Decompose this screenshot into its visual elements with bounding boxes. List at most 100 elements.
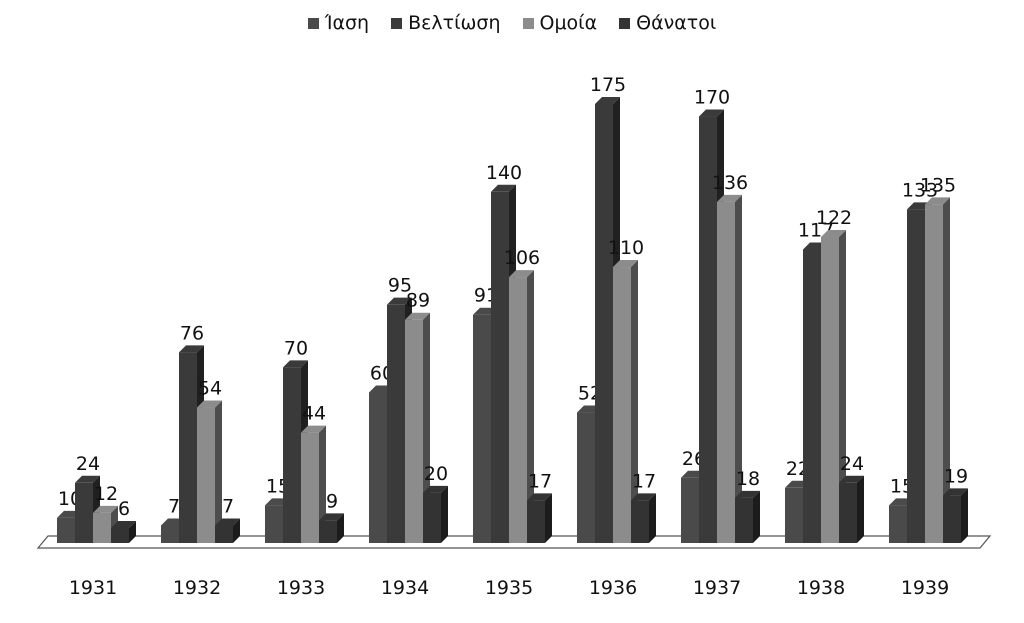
bar [681,477,699,543]
data-label: 9 [326,490,338,512]
bar [319,520,337,543]
data-label: 175 [590,74,626,96]
bar [577,412,595,543]
bar-top [405,312,430,320]
bar [839,482,857,543]
bar [821,236,839,543]
bar [111,527,129,543]
bar-side [423,312,430,543]
bar [179,352,197,543]
bar [735,497,753,543]
legend-swatch-thanatoi [619,17,631,29]
data-label: 12 [94,483,118,505]
bar [595,104,613,543]
legend-label-thanatoi: Θάνατοι [636,12,717,34]
data-label: 44 [302,403,326,425]
bar [265,505,283,543]
legend-item-veltiosi: Βελτίωση [391,12,501,34]
bar-side [527,270,534,543]
bar-top [423,485,448,493]
bar [161,525,179,543]
data-label: 95 [388,275,412,297]
bar [405,319,423,543]
bar-side [233,518,240,543]
bar-top [319,513,344,521]
bar-top [301,425,326,433]
data-label: 17 [632,470,656,492]
bar-top [925,197,950,205]
bar-top [699,109,724,117]
legend-label-iasi: Ίαση [324,12,370,34]
data-label: 20 [424,463,448,485]
x-tick-label: 1938 [797,577,845,599]
bar [907,209,925,544]
legend-item-omoia: Ομοία [522,12,598,34]
bar [75,482,93,543]
bar [785,487,803,543]
data-label: 70 [284,337,308,359]
data-label: 7 [222,495,234,517]
bar [717,201,735,543]
legend-swatch-iasi [307,17,319,29]
bar [423,492,441,543]
bar [491,191,509,544]
bar-side [129,520,136,543]
x-tick-label: 1934 [381,577,429,599]
legend-item-iasi: Ίαση [307,12,370,34]
bar [527,500,545,543]
x-tick-label: 1932 [173,577,221,599]
bar-top [387,297,412,305]
bar-side [631,260,638,543]
bar [613,267,631,543]
bar [509,277,527,543]
data-label: 135 [920,174,956,196]
legend-label-veltiosi: Βελτίωση [408,12,501,34]
data-label: 24 [76,453,100,475]
bar [215,525,233,543]
bar [387,304,405,543]
data-label: 24 [840,453,864,475]
bar [699,116,717,544]
bar [369,392,387,543]
x-tick-label: 1933 [277,577,325,599]
bar [803,249,821,544]
bar-top [735,490,760,498]
bar-top [283,360,308,368]
data-label: 17 [528,470,552,492]
bar-top [179,345,204,353]
bar [473,314,491,543]
data-label: 133 [902,179,938,201]
bar-top [93,505,118,513]
bar-side [545,493,552,543]
bar-side [215,400,222,543]
bar-side [839,229,846,543]
bar-top [527,493,552,501]
bar-side [441,485,448,543]
bar [197,407,215,543]
data-label: 76 [180,322,204,344]
bar-top [509,270,534,278]
data-label: 6 [118,498,130,520]
data-label: 18 [736,468,760,490]
bar-top [613,260,638,268]
bar-side [649,493,656,543]
data-label: 54 [198,378,222,400]
legend: Ίαση Βελτίωση Ομοία Θάνατοι [0,12,1024,34]
data-label: 140 [486,162,522,184]
x-tick-label: 1937 [693,577,741,599]
bar-top [821,229,846,237]
data-label: 122 [816,207,852,229]
x-tick-label: 1931 [69,577,117,599]
bar-top [111,520,136,528]
data-label: 170 [694,87,730,109]
bar [925,204,943,544]
legend-swatch-veltiosi [391,17,403,29]
bar-top [839,475,864,483]
bar-top [717,194,742,202]
x-tick-label: 1939 [901,577,949,599]
bar-side [319,425,326,543]
bar [57,517,75,543]
x-tick-label: 1935 [485,577,533,599]
legend-item-thanatoi: Θάνατοι [619,12,716,34]
legend-label-omoia: Ομοία [539,12,598,34]
